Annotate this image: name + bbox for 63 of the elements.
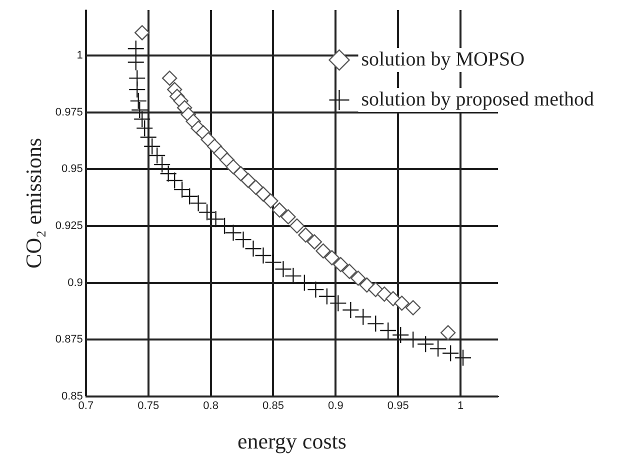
point — [394, 296, 410, 311]
x-tick-label: 0.95 — [387, 400, 409, 412]
point — [127, 40, 144, 58]
point — [429, 340, 447, 358]
point — [134, 25, 150, 40]
point — [342, 301, 360, 319]
point — [263, 193, 278, 209]
point — [367, 315, 384, 332]
x-axis-title: energy costs — [237, 428, 346, 454]
legend-label: solution by proposed method — [361, 88, 594, 110]
point — [386, 291, 401, 306]
point — [307, 280, 324, 298]
point — [324, 250, 340, 266]
point — [162, 70, 178, 86]
point — [350, 270, 366, 286]
point — [454, 349, 472, 366]
y-tick-label: 0.9 — [68, 276, 83, 289]
y-tick-label: 0.875 — [55, 334, 83, 346]
x-tick-label: 0.85 — [262, 400, 284, 412]
point — [442, 344, 460, 362]
point — [130, 92, 147, 110]
y-tick-label: 0.85 — [62, 390, 83, 402]
point — [226, 159, 241, 174]
point — [306, 234, 322, 250]
point — [380, 322, 397, 340]
point — [333, 256, 348, 272]
point — [416, 336, 434, 353]
y-tick-label: 1 — [76, 49, 83, 62]
point — [376, 286, 392, 302]
legend-label: solution by MOPSO — [361, 48, 525, 70]
point — [405, 300, 421, 316]
point — [330, 294, 347, 312]
point — [280, 209, 296, 224]
point — [140, 128, 157, 146]
point — [404, 330, 422, 348]
point — [316, 243, 331, 259]
x-tick-label: 1 — [457, 400, 464, 412]
x-tick-label: 0.9 — [328, 400, 344, 412]
point — [392, 326, 410, 344]
x-tick-label: 0.7 — [78, 400, 94, 412]
point — [128, 80, 146, 98]
point — [127, 54, 144, 71]
x-tick-label: 0.8 — [203, 400, 218, 412]
point — [296, 274, 314, 292]
y-axis-title: CO₂ emissions — [20, 138, 46, 268]
point — [289, 218, 305, 234]
point — [342, 264, 358, 279]
point — [272, 202, 288, 218]
point — [368, 282, 384, 298]
point — [298, 227, 314, 243]
point — [240, 172, 256, 188]
point — [131, 101, 148, 119]
x-tick-label: 0.75 — [138, 400, 160, 412]
point — [233, 166, 248, 182]
y-tick-label: 0.95 — [62, 163, 83, 176]
point — [318, 288, 336, 305]
y-tick-label: 0.925 — [55, 220, 83, 232]
point — [256, 186, 271, 202]
y-tick-label: 0.975 — [55, 106, 83, 118]
point — [354, 308, 372, 326]
point — [136, 120, 154, 137]
point — [134, 110, 151, 128]
point — [440, 325, 456, 340]
